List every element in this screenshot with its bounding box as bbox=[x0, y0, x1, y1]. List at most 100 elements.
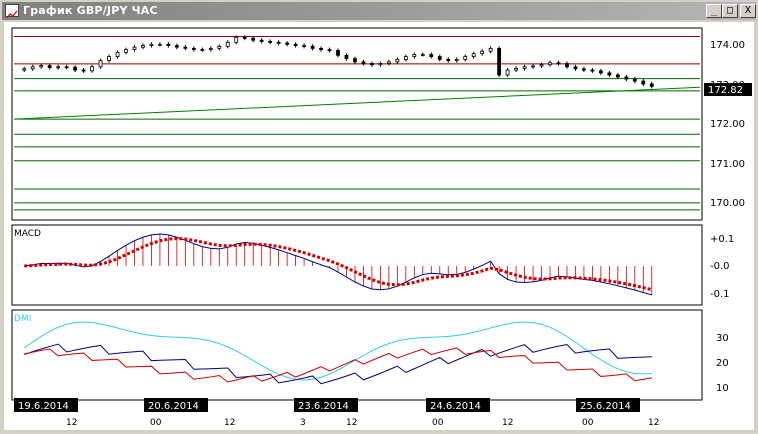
candle-body bbox=[141, 45, 145, 48]
candle-body bbox=[370, 63, 374, 66]
macd-tick: +0.1 bbox=[710, 234, 734, 245]
candle-body bbox=[56, 66, 61, 69]
candle-body bbox=[344, 54, 349, 60]
candle-body bbox=[73, 66, 78, 71]
candle-body bbox=[47, 65, 52, 69]
candle-body bbox=[124, 49, 128, 53]
candle-body bbox=[429, 54, 434, 57]
close-button[interactable]: X bbox=[740, 4, 756, 18]
price-tick: 174.00 bbox=[710, 40, 745, 51]
dmi-tick: 20 bbox=[716, 358, 729, 369]
candle-body bbox=[641, 80, 646, 85]
hour-label: 12 bbox=[66, 418, 77, 428]
price-panel[interactable] bbox=[11, 27, 703, 221]
candle-body bbox=[310, 45, 315, 49]
candle-body bbox=[259, 39, 264, 42]
candle-body bbox=[158, 43, 162, 46]
candle-body bbox=[166, 43, 171, 46]
candle-body bbox=[531, 65, 535, 68]
candle-body bbox=[488, 47, 493, 52]
candle-body bbox=[115, 52, 120, 57]
candle-body bbox=[293, 43, 298, 46]
candle-body bbox=[200, 49, 205, 52]
macd-signal-line bbox=[24, 237, 653, 292]
date-tag: 23.6.2014 bbox=[294, 398, 358, 412]
hour-label: 00 bbox=[582, 418, 594, 428]
date-label: 23.6.2014 bbox=[298, 401, 349, 412]
candle-body bbox=[132, 46, 137, 51]
candle-body bbox=[361, 61, 366, 64]
date-tag: 20.6.2014 bbox=[144, 398, 208, 412]
dmi-panel[interactable] bbox=[11, 309, 703, 401]
candle-body bbox=[81, 69, 86, 72]
candle-body bbox=[454, 59, 459, 62]
candle-body bbox=[471, 53, 476, 57]
price-tick: 170.00 bbox=[710, 198, 745, 209]
candle-body bbox=[403, 56, 408, 60]
chart-window-icon bbox=[5, 4, 19, 19]
candle-body bbox=[251, 37, 256, 41]
candle-body bbox=[242, 36, 247, 39]
candle-body bbox=[573, 66, 578, 70]
candle-body bbox=[412, 54, 417, 57]
candle-body bbox=[285, 42, 290, 45]
chart-canvas[interactable]: 174.00 173.00 172.00 171.00 170.00 172.8… bbox=[4, 22, 754, 430]
hour-label: 12 bbox=[648, 418, 659, 428]
macd-tick: -0.0 bbox=[710, 261, 730, 272]
candle-body bbox=[39, 65, 44, 68]
window-title: График GBP/JPY ЧАС bbox=[23, 4, 158, 17]
hour-label: 00 bbox=[150, 418, 162, 428]
macd-line bbox=[24, 233, 652, 296]
trend-line bbox=[13, 86, 701, 120]
candle-body bbox=[268, 41, 273, 43]
candle-body bbox=[395, 59, 400, 63]
hour-label: 3 bbox=[300, 418, 306, 428]
candle-body bbox=[437, 56, 442, 60]
candle-body bbox=[22, 68, 27, 71]
candle-body bbox=[632, 78, 637, 82]
dmi-label: DMI bbox=[14, 314, 31, 324]
candle-body bbox=[505, 69, 510, 76]
dmi-minus-line bbox=[24, 347, 652, 383]
candle-body bbox=[225, 41, 230, 47]
date-tag: 19.6.2014 bbox=[14, 398, 78, 412]
candle-body bbox=[624, 76, 629, 80]
candle-body bbox=[30, 66, 35, 70]
candle-body bbox=[107, 56, 111, 62]
candle-body bbox=[353, 58, 357, 63]
macd-panel[interactable] bbox=[11, 224, 703, 306]
candle-body bbox=[463, 56, 468, 60]
candle-body bbox=[582, 68, 586, 71]
candle-body bbox=[64, 66, 69, 69]
candle-body bbox=[548, 62, 552, 66]
candle-body bbox=[234, 36, 239, 43]
candle-body bbox=[183, 46, 188, 49]
candle-body bbox=[98, 60, 103, 68]
maximize-button[interactable]: □ bbox=[722, 4, 738, 18]
hour-label: 12 bbox=[224, 418, 235, 428]
candle-body bbox=[446, 59, 451, 62]
chart-area[interactable]: 174.00 173.00 172.00 171.00 170.00 172.8… bbox=[4, 22, 754, 430]
title-bar[interactable]: График GBP/JPY ЧАС _ □ X bbox=[2, 2, 756, 20]
date-tag: 25.6.2014 bbox=[576, 398, 640, 412]
candle-body bbox=[302, 45, 306, 47]
dmi-tick: 30 bbox=[716, 333, 729, 344]
candle-body bbox=[327, 49, 332, 52]
candle-body bbox=[378, 63, 383, 66]
candle-body bbox=[90, 66, 94, 72]
dmi-adx-line bbox=[23, 321, 652, 381]
candle-body bbox=[615, 74, 620, 78]
candle-body bbox=[217, 45, 222, 49]
macd-label: MACD bbox=[14, 229, 41, 239]
candle-body bbox=[208, 47, 213, 51]
dmi-tick: 10 bbox=[716, 383, 729, 394]
minimize-button[interactable]: _ bbox=[706, 4, 722, 18]
price-tick: 171.00 bbox=[710, 159, 745, 170]
hour-label: 12 bbox=[502, 418, 513, 428]
date-label: 20.6.2014 bbox=[148, 401, 199, 412]
date-tag: 24.6.2014 bbox=[426, 398, 490, 412]
candle-body bbox=[539, 64, 544, 67]
candle-body bbox=[565, 63, 569, 68]
date-label: 25.6.2014 bbox=[580, 401, 631, 412]
